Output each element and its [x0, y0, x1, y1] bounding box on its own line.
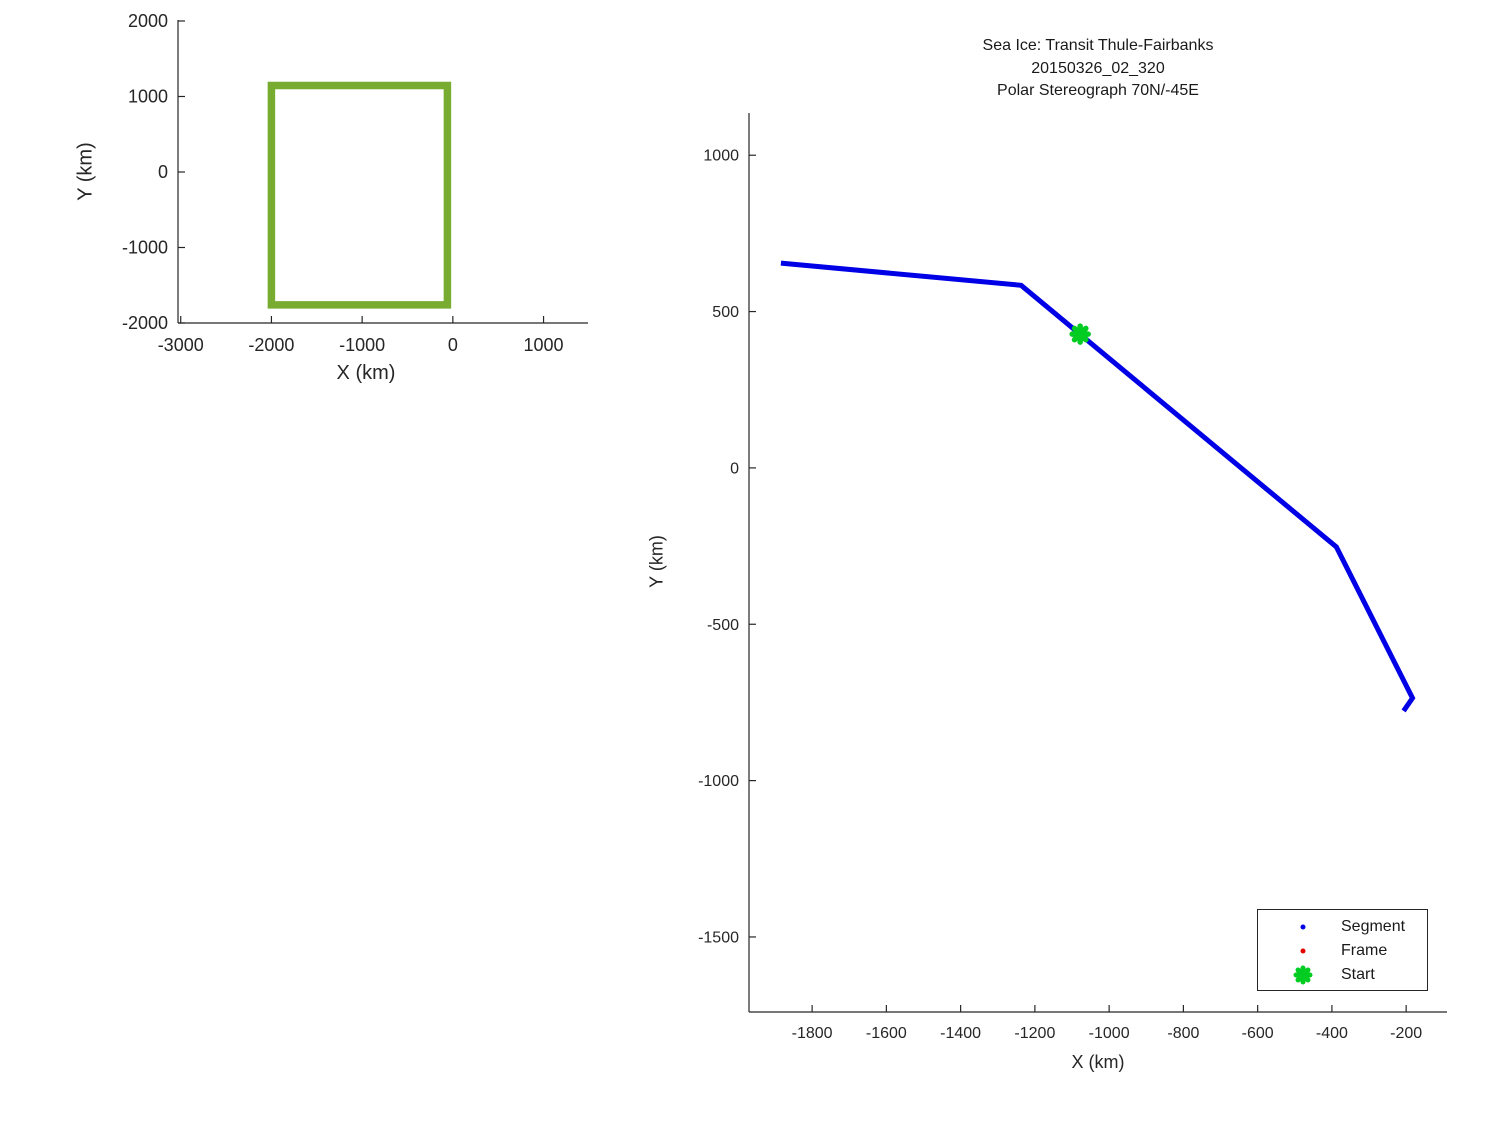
y-tick-label: 0: [730, 460, 739, 477]
transit-x-axis-label: X (km): [1071, 1052, 1125, 1072]
plot-title: Sea Ice: Transit Thule-Fairbanks 2015032…: [749, 35, 1447, 103]
x-tick-label: -3000: [158, 335, 204, 355]
plot-title-line-1: Sea Ice: Transit Thule-Fairbanks: [982, 37, 1214, 54]
start-asterisk-icon: [1290, 964, 1316, 986]
y-tick-label: 2000: [128, 11, 168, 31]
x-tick-label: -2000: [248, 335, 294, 355]
x-tick-label: 0: [448, 335, 458, 355]
footprint-y-axis-label: Y (km): [74, 142, 97, 201]
plot-title-line-2: 20150326_02_320: [1031, 59, 1165, 77]
legend-label-segment: Segment: [1341, 918, 1406, 935]
x-tick-label: -1800: [792, 1025, 833, 1042]
y-tick-label: -500: [707, 617, 739, 634]
transit-y-axis-label: Y (km): [646, 535, 667, 588]
footprint-box-line: [267, 81, 452, 309]
y-tick-label: -1500: [698, 929, 739, 946]
footprint-x-axis-label: X (km): [336, 362, 396, 384]
legend-label-start: Start: [1341, 966, 1375, 983]
y-tick-label: 1000: [128, 86, 168, 106]
x-tick-label: -600: [1242, 1025, 1274, 1042]
y-tick-label: 0: [158, 162, 168, 182]
y-tick-label: 1000: [703, 148, 739, 165]
start-marker: [1069, 323, 1091, 345]
x-tick-label: -200: [1390, 1025, 1422, 1042]
segment-dot-icon: [1290, 916, 1316, 938]
x-tick-label: -1200: [1014, 1025, 1055, 1042]
segment-line: [780, 260, 1416, 713]
legend-row-frame: Frame: [1258, 939, 1427, 963]
legend-label-frame: Frame: [1341, 942, 1388, 959]
x-tick-label: -1400: [940, 1025, 981, 1042]
y-tick-label: -1000: [698, 773, 739, 790]
x-tick-label: 1000: [524, 335, 564, 355]
y-tick-label: 500: [712, 304, 739, 321]
legend-row-start: Start: [1258, 963, 1427, 987]
y-tick-label: -1000: [122, 237, 168, 257]
x-tick-label: -1600: [866, 1025, 907, 1042]
frame-dot-icon: [1290, 940, 1316, 962]
x-tick-label: -1000: [1089, 1025, 1130, 1042]
legend-row-segment: Segment: [1258, 915, 1427, 939]
x-tick-label: -400: [1316, 1025, 1348, 1042]
legend-box: Segment Frame Start: [1257, 909, 1428, 991]
plot-title-line-3: Polar Stereograph 70N/-45E: [997, 82, 1199, 99]
x-tick-label: -800: [1167, 1025, 1199, 1042]
x-tick-label: -1000: [339, 335, 385, 355]
y-tick-label: -2000: [122, 313, 168, 333]
